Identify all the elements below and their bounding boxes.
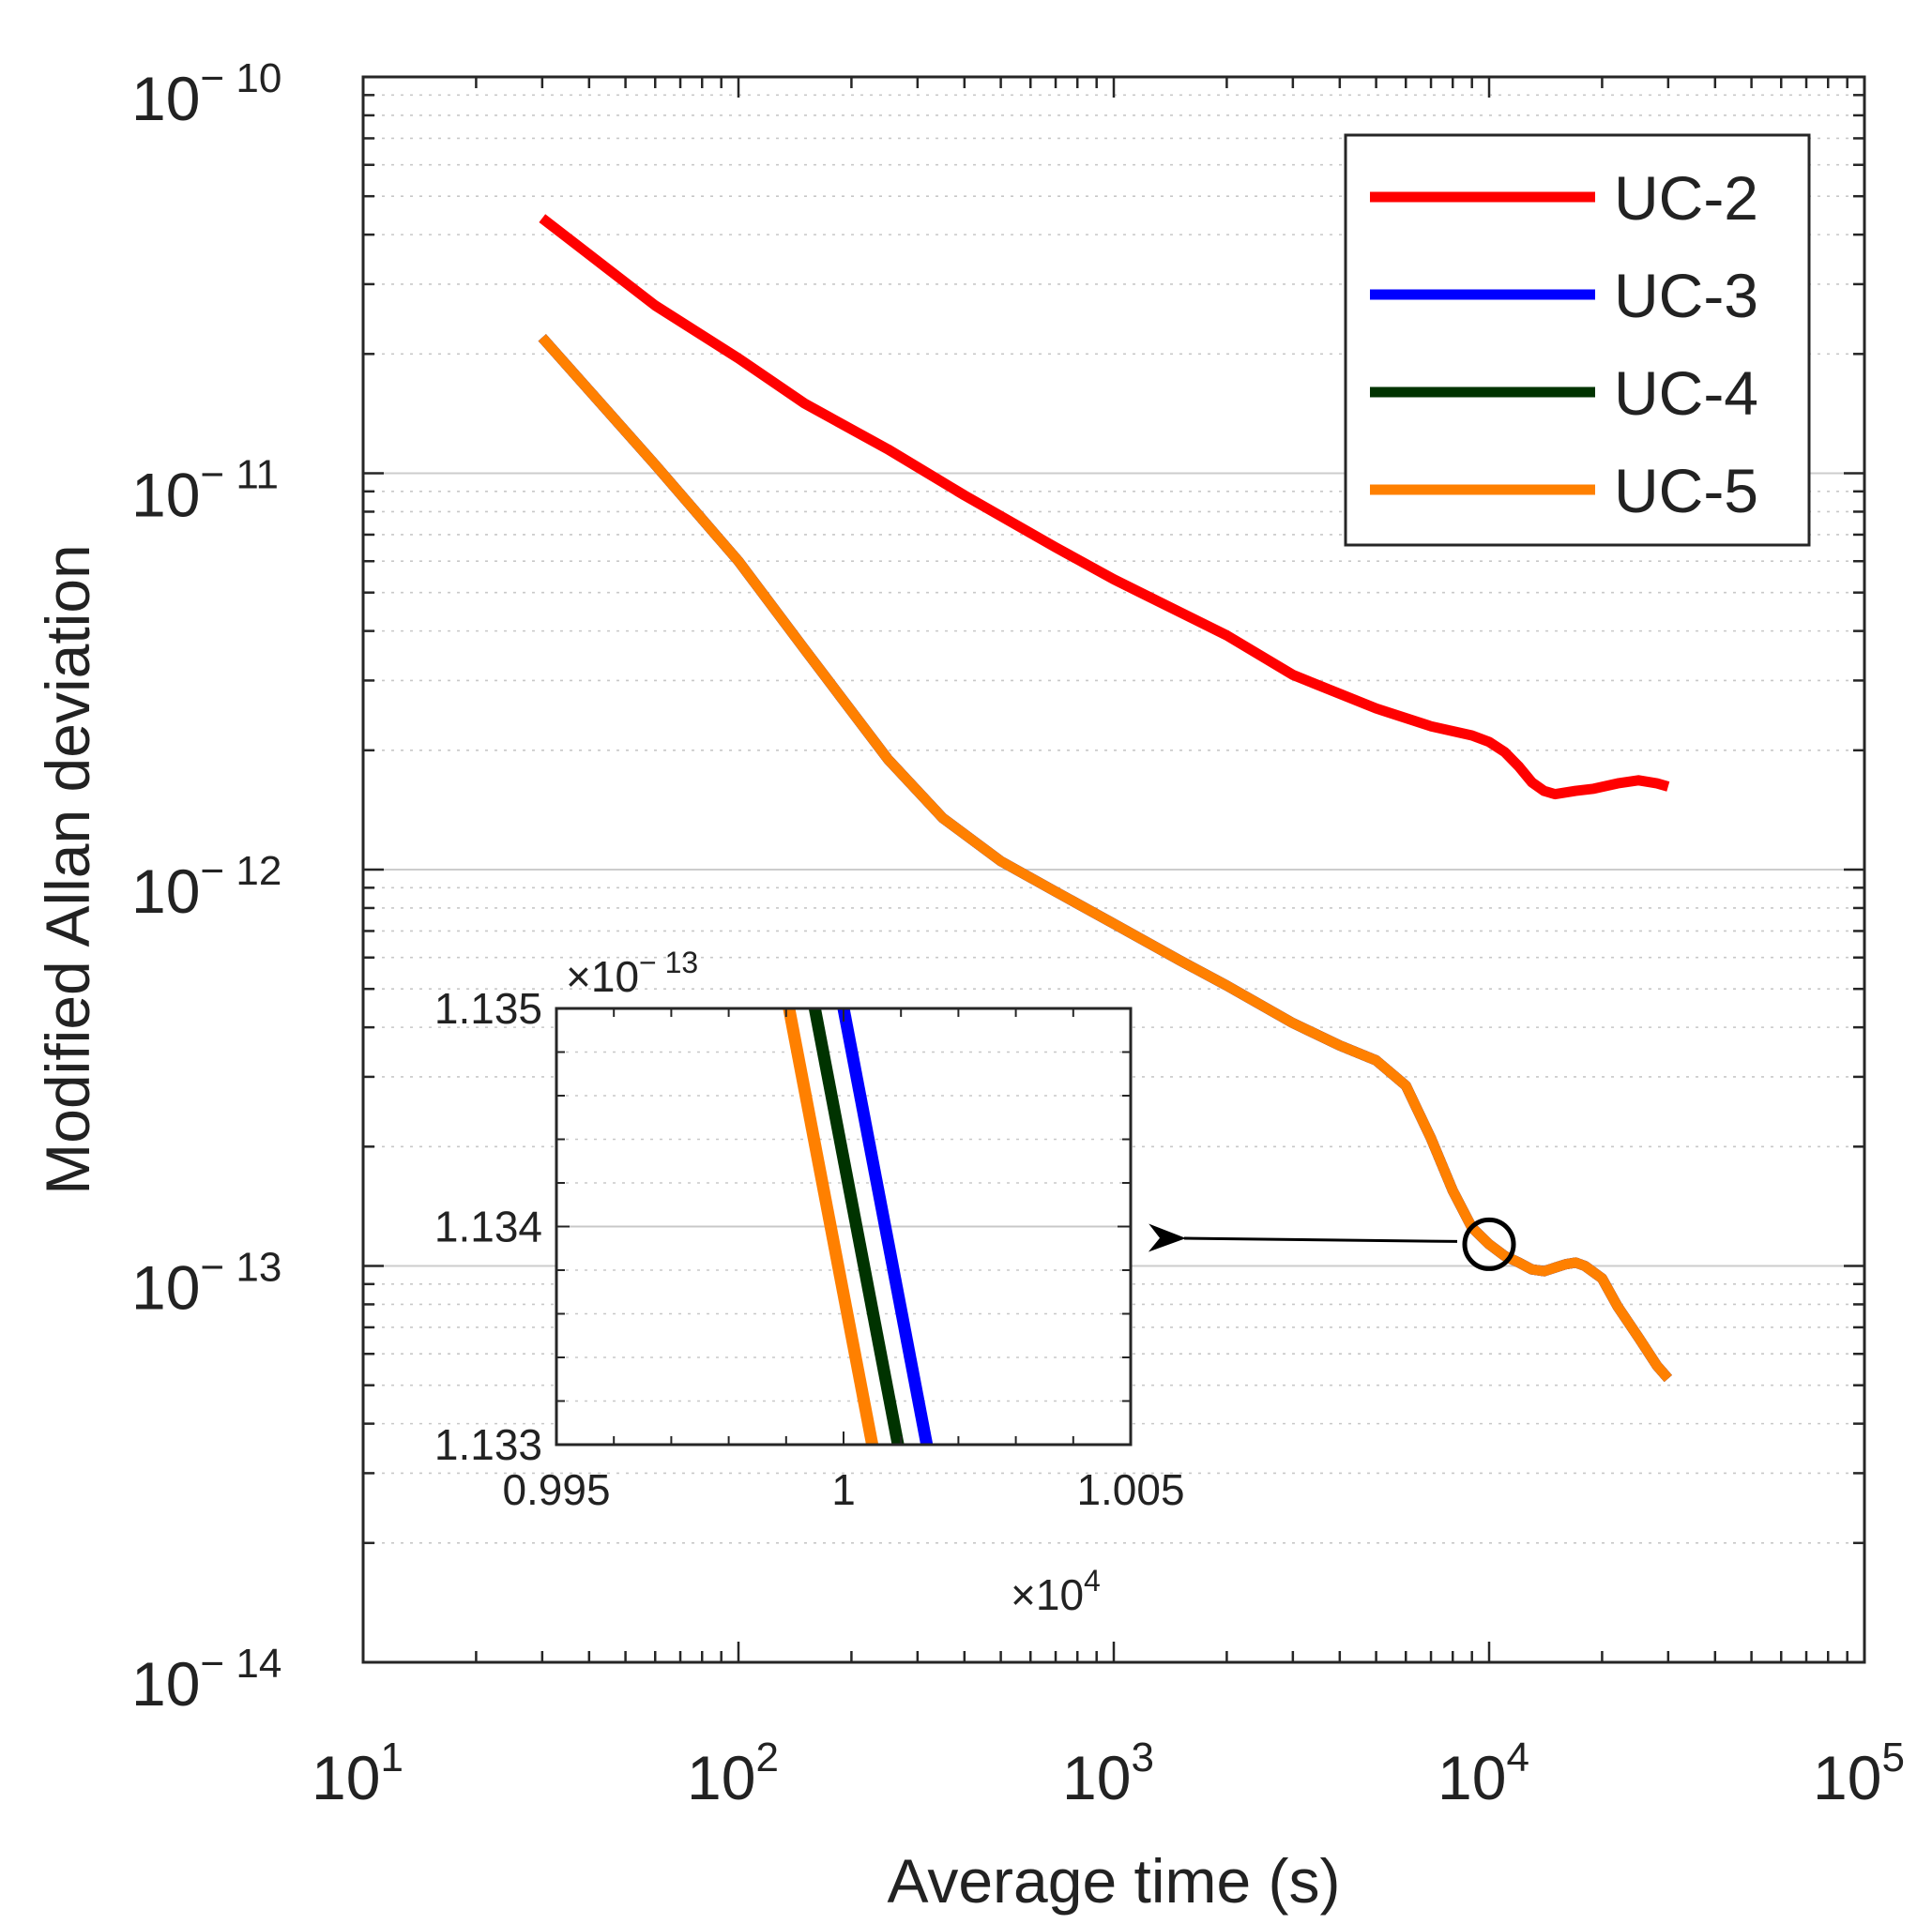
x-tick-label: 101 [312, 1735, 403, 1812]
y-tick-label-base: 10 [131, 461, 200, 530]
y-tick-label: 10− 12 [131, 848, 281, 926]
x-tick-label-exp: 2 [755, 1735, 778, 1780]
y-tick-label-base: 10 [131, 1253, 200, 1323]
x-tick-label: 103 [1062, 1735, 1154, 1812]
legend-label-uc-4: UC-4 [1614, 358, 1758, 428]
inset-x-tick-label: 1.005 [1076, 1465, 1184, 1514]
legend-label-uc-2: UC-2 [1614, 163, 1758, 233]
inset-series [783, 1008, 934, 1445]
inset-x-multiplier: ×104 [1011, 1564, 1101, 1619]
x-tick-label-base: 10 [1438, 1743, 1506, 1812]
x-tick-label-base: 10 [1813, 1743, 1881, 1812]
x-tick-label-base: 10 [687, 1743, 755, 1812]
legend-box [1344, 133, 1811, 547]
y-tick-label: 10− 14 [131, 1641, 281, 1719]
zoom-circle [1462, 1217, 1516, 1271]
x-tick-label-exp: 1 [380, 1735, 403, 1780]
x-tick-label-exp: 3 [1131, 1735, 1153, 1780]
x-tick-labels: 101 102 103 104 105 [312, 1735, 1905, 1812]
y-tick-label-base: 10 [131, 856, 200, 926]
inset-y-tick-label: 1.134 [434, 1203, 542, 1251]
y-tick-label-base: 10 [131, 64, 200, 133]
main-series [538, 214, 1672, 1383]
x-tick-label-exp: 5 [1881, 1735, 1904, 1780]
inset-y-tick-label: 1.135 [434, 984, 542, 1033]
x-tick-label: 104 [1438, 1735, 1529, 1812]
y-tick-label-exp: − 13 [200, 1245, 281, 1291]
inset-series-line-uc-4 [809, 1008, 905, 1445]
legend-label-uc-3: UC-3 [1614, 261, 1758, 330]
x-tick-label: 105 [1813, 1735, 1905, 1812]
inset-series-line-uc-5 [783, 1008, 878, 1445]
y-tick-label-exp: − 14 [200, 1641, 281, 1687]
zoom-annotation [1148, 1217, 1516, 1271]
inset-grid [556, 1051, 1131, 1402]
x-tick-label: 102 [687, 1735, 779, 1812]
y-tick-label-exp: − 10 [200, 55, 281, 101]
inset-y-tick-labels: 1.133 1.134 1.135 [434, 984, 542, 1469]
y-tick-label-exp: − 11 [200, 452, 279, 498]
x-tick-label-base: 10 [1062, 1743, 1131, 1812]
y-tick-label-exp: − 12 [200, 848, 281, 894]
main-ticks [361, 77, 1864, 1664]
inset-y-multiplier-base: ×10 [566, 952, 639, 1001]
x-tick-label-exp: 4 [1506, 1735, 1529, 1780]
inset-y-multiplier-exp: − 13 [639, 946, 698, 979]
x-axis-label: Average time (s) [888, 1846, 1341, 1916]
y-tick-label: 10− 11 [131, 452, 279, 530]
inset-y-tick-label: 1.133 [434, 1420, 542, 1469]
inset-x-multiplier-base: ×10 [1011, 1570, 1084, 1619]
x-tick-label-base: 10 [312, 1743, 380, 1812]
series-line-uc-2 [539, 214, 1670, 800]
series-line-uc-5 [538, 334, 1672, 1383]
zoom-arrow [1148, 1223, 1458, 1252]
inset-x-tick-label: 1 [831, 1465, 856, 1514]
inset-x-tick-label: 0.995 [502, 1465, 610, 1514]
inset-series-line-uc-3 [837, 1008, 934, 1445]
y-tick-label: 10− 10 [131, 55, 281, 133]
y-tick-label: 10− 13 [131, 1245, 281, 1323]
y-tick-label-base: 10 [131, 1649, 200, 1719]
inset-ticks [555, 1007, 1132, 1446]
y-axis-label: Modified Allan deviation [33, 544, 102, 1194]
inset-x-multiplier-exp: 4 [1084, 1564, 1101, 1598]
inset-y-multiplier: ×10− 13 [566, 946, 698, 1001]
legend-label-uc-5: UC-5 [1614, 456, 1758, 525]
legend: UC-2 UC-3 UC-4 UC-5 [1344, 133, 1811, 547]
inset-x-tick-labels: 0.995 1 1.005 [502, 1465, 1184, 1514]
